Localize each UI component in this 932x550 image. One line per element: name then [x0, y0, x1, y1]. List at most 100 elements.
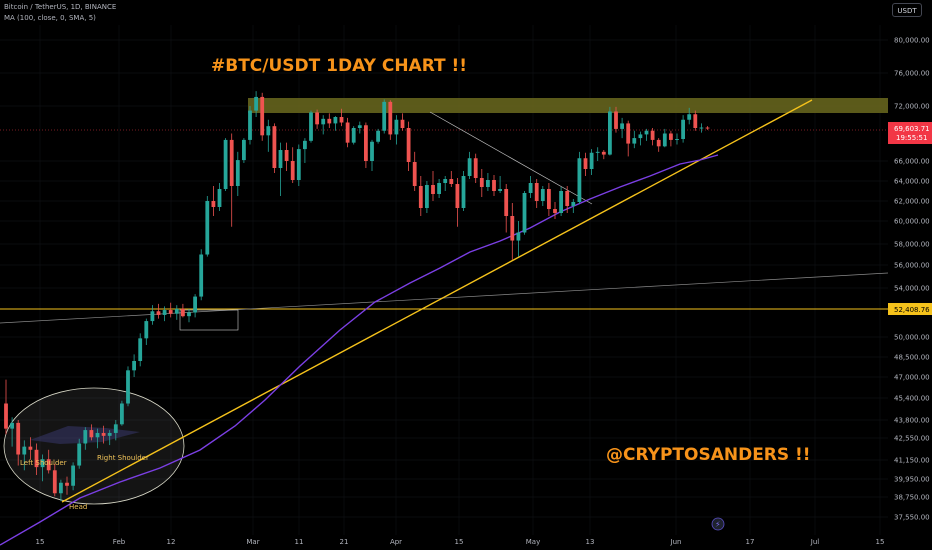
support-price-label: 52,408.76 [894, 306, 930, 314]
x-tick-label: 17 [746, 538, 755, 546]
box-consolidation [179, 309, 239, 331]
candle [272, 126, 277, 168]
currency-button[interactable]: USDT [892, 3, 922, 17]
candle [534, 183, 539, 201]
candle [565, 191, 570, 206]
candle [174, 308, 179, 314]
candle [16, 422, 21, 455]
candle [449, 179, 454, 184]
candle [370, 141, 374, 161]
candle [235, 160, 240, 186]
candles [4, 91, 710, 502]
candle [364, 125, 368, 161]
candle [199, 254, 204, 297]
candle [437, 183, 441, 194]
chart-title: #BTC/USDT 1DAY CHART !! [211, 56, 467, 76]
candle [28, 446, 33, 450]
y-tick-label: 38,750.00 [894, 494, 930, 502]
y-tick-label: 64,000.00 [894, 178, 930, 186]
ascending-trendline [61, 99, 813, 503]
candle [589, 152, 594, 169]
candle [211, 201, 216, 207]
candle [181, 308, 185, 317]
candle [412, 162, 417, 186]
candle [553, 209, 557, 213]
candle [242, 139, 246, 161]
symbol-title: Bitcoin / TetherUS, 1D, BINANCE [4, 3, 117, 11]
candle [510, 216, 515, 241]
y-tick-label: 37,550.00 [894, 514, 930, 522]
candle [101, 432, 106, 436]
candle [522, 193, 527, 233]
candle [547, 189, 551, 209]
candle [168, 310, 173, 314]
axes: 80,000.00 76,000.00 72,000.00 66,000.00 64,0… [36, 37, 930, 547]
lightning-glyph: ⚡ [715, 520, 721, 529]
x-tick-label: Jun [670, 538, 682, 546]
countdown-label: 19:55:51 [896, 134, 927, 142]
candle [22, 446, 27, 455]
candle [333, 117, 338, 124]
candle [528, 183, 533, 193]
candle [486, 180, 490, 187]
candle [632, 138, 637, 144]
candle [260, 96, 265, 136]
candle [681, 119, 685, 139]
candle [248, 110, 252, 140]
y-tick-label: 76,000.00 [894, 70, 930, 78]
candle [559, 191, 563, 213]
indicator-legend[interactable]: MA (100, close, 0, SMA, 5) [4, 14, 96, 22]
x-tick-label: 11 [295, 538, 304, 546]
x-tick-label: 15 [876, 538, 885, 546]
candle [583, 158, 588, 169]
candle [394, 119, 399, 135]
x-tick-label: 15 [455, 538, 464, 546]
candle [52, 470, 57, 494]
candle [571, 202, 576, 206]
candle [339, 117, 344, 123]
candle [296, 149, 301, 180]
current-price-badge [888, 122, 932, 144]
candle [662, 133, 667, 147]
candle [10, 422, 14, 429]
ma100-line [0, 154, 719, 546]
y-tick-label: 60,000.00 [894, 218, 930, 226]
candle [315, 112, 319, 125]
x-tick-label: Jul [810, 538, 820, 546]
candle [461, 176, 466, 208]
x-tick-label: 13 [586, 538, 595, 546]
candle [193, 296, 197, 313]
candle [644, 130, 649, 135]
lightning-icon[interactable] [711, 517, 725, 531]
author-handle: @CRYPTOSANDERS !! [606, 445, 811, 465]
right-shoulder-label: Right Shoulder [97, 454, 149, 462]
candle [77, 443, 82, 466]
candle [107, 432, 112, 436]
y-tick-label: 39,950.00 [894, 476, 930, 484]
candle [266, 126, 271, 136]
candle [138, 338, 143, 361]
candle [357, 125, 362, 128]
x-tick-label: Apr [390, 538, 402, 546]
candle [455, 184, 460, 208]
candle [705, 127, 710, 129]
y-tick-label: 42,550.00 [894, 435, 930, 443]
candle [278, 150, 283, 168]
y-tick-label: 80,000.00 [894, 37, 930, 45]
candle [327, 118, 332, 124]
candle [229, 139, 234, 186]
candle [120, 403, 124, 425]
candle [656, 139, 661, 147]
candle [498, 189, 502, 191]
candle [4, 403, 8, 429]
candle [467, 158, 472, 176]
candle [669, 133, 673, 140]
candle [479, 178, 484, 187]
y-tick-label: 54,000.00 [894, 285, 930, 293]
y-tick-label: 50,000.00 [894, 334, 930, 342]
candle [89, 430, 94, 438]
candle [132, 361, 136, 371]
candle [577, 158, 582, 202]
y-tick-label: 58,000.00 [894, 241, 930, 249]
